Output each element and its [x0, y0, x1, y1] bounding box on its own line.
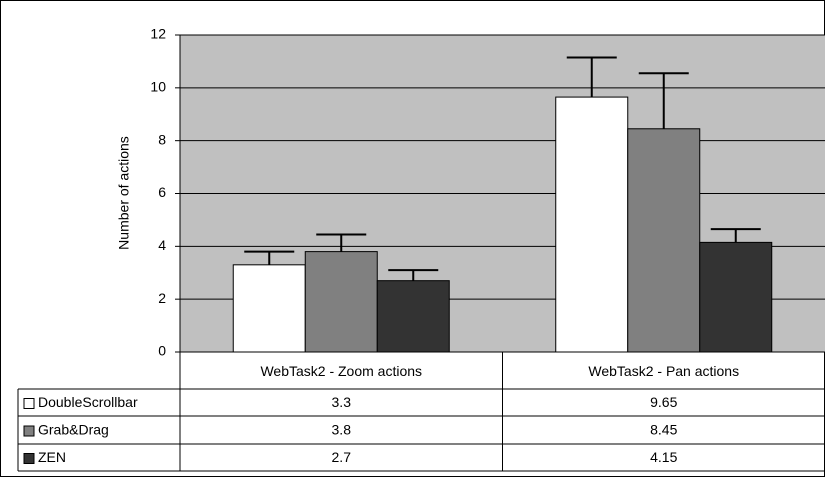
legend-key — [23, 425, 35, 437]
y-tick-label: 12 — [150, 26, 166, 42]
legend-label: Grab&Drag — [38, 422, 109, 438]
y-tick-label: 10 — [150, 79, 166, 95]
category-label: WebTask2 - Zoom actions — [260, 363, 422, 379]
y-tick-label: 0 — [158, 343, 166, 359]
table-value: 9.65 — [650, 394, 677, 410]
legend-label: DoubleScrollbar — [38, 394, 138, 410]
y-tick-label: 2 — [158, 290, 166, 306]
bar — [555, 96, 629, 353]
bar — [627, 128, 701, 353]
bar — [376, 280, 450, 353]
bar — [232, 264, 306, 353]
legend-label: ZEN — [38, 449, 66, 465]
y-tick-label: 8 — [158, 131, 166, 147]
category-label: WebTask2 - Pan actions — [588, 363, 739, 379]
table-value: 8.45 — [650, 422, 677, 438]
bar — [699, 241, 773, 353]
y-tick-label: 4 — [158, 237, 166, 253]
legend-key — [23, 398, 35, 409]
y-axis-label: Number of actions — [116, 136, 132, 250]
table-value: 3.8 — [332, 422, 352, 438]
legend-key — [23, 453, 35, 464]
table-value: 4.15 — [650, 449, 677, 465]
y-tick-label: 6 — [158, 184, 166, 200]
table-value: 3.3 — [332, 394, 352, 410]
table-value: 2.7 — [332, 449, 352, 465]
bar — [304, 251, 378, 353]
